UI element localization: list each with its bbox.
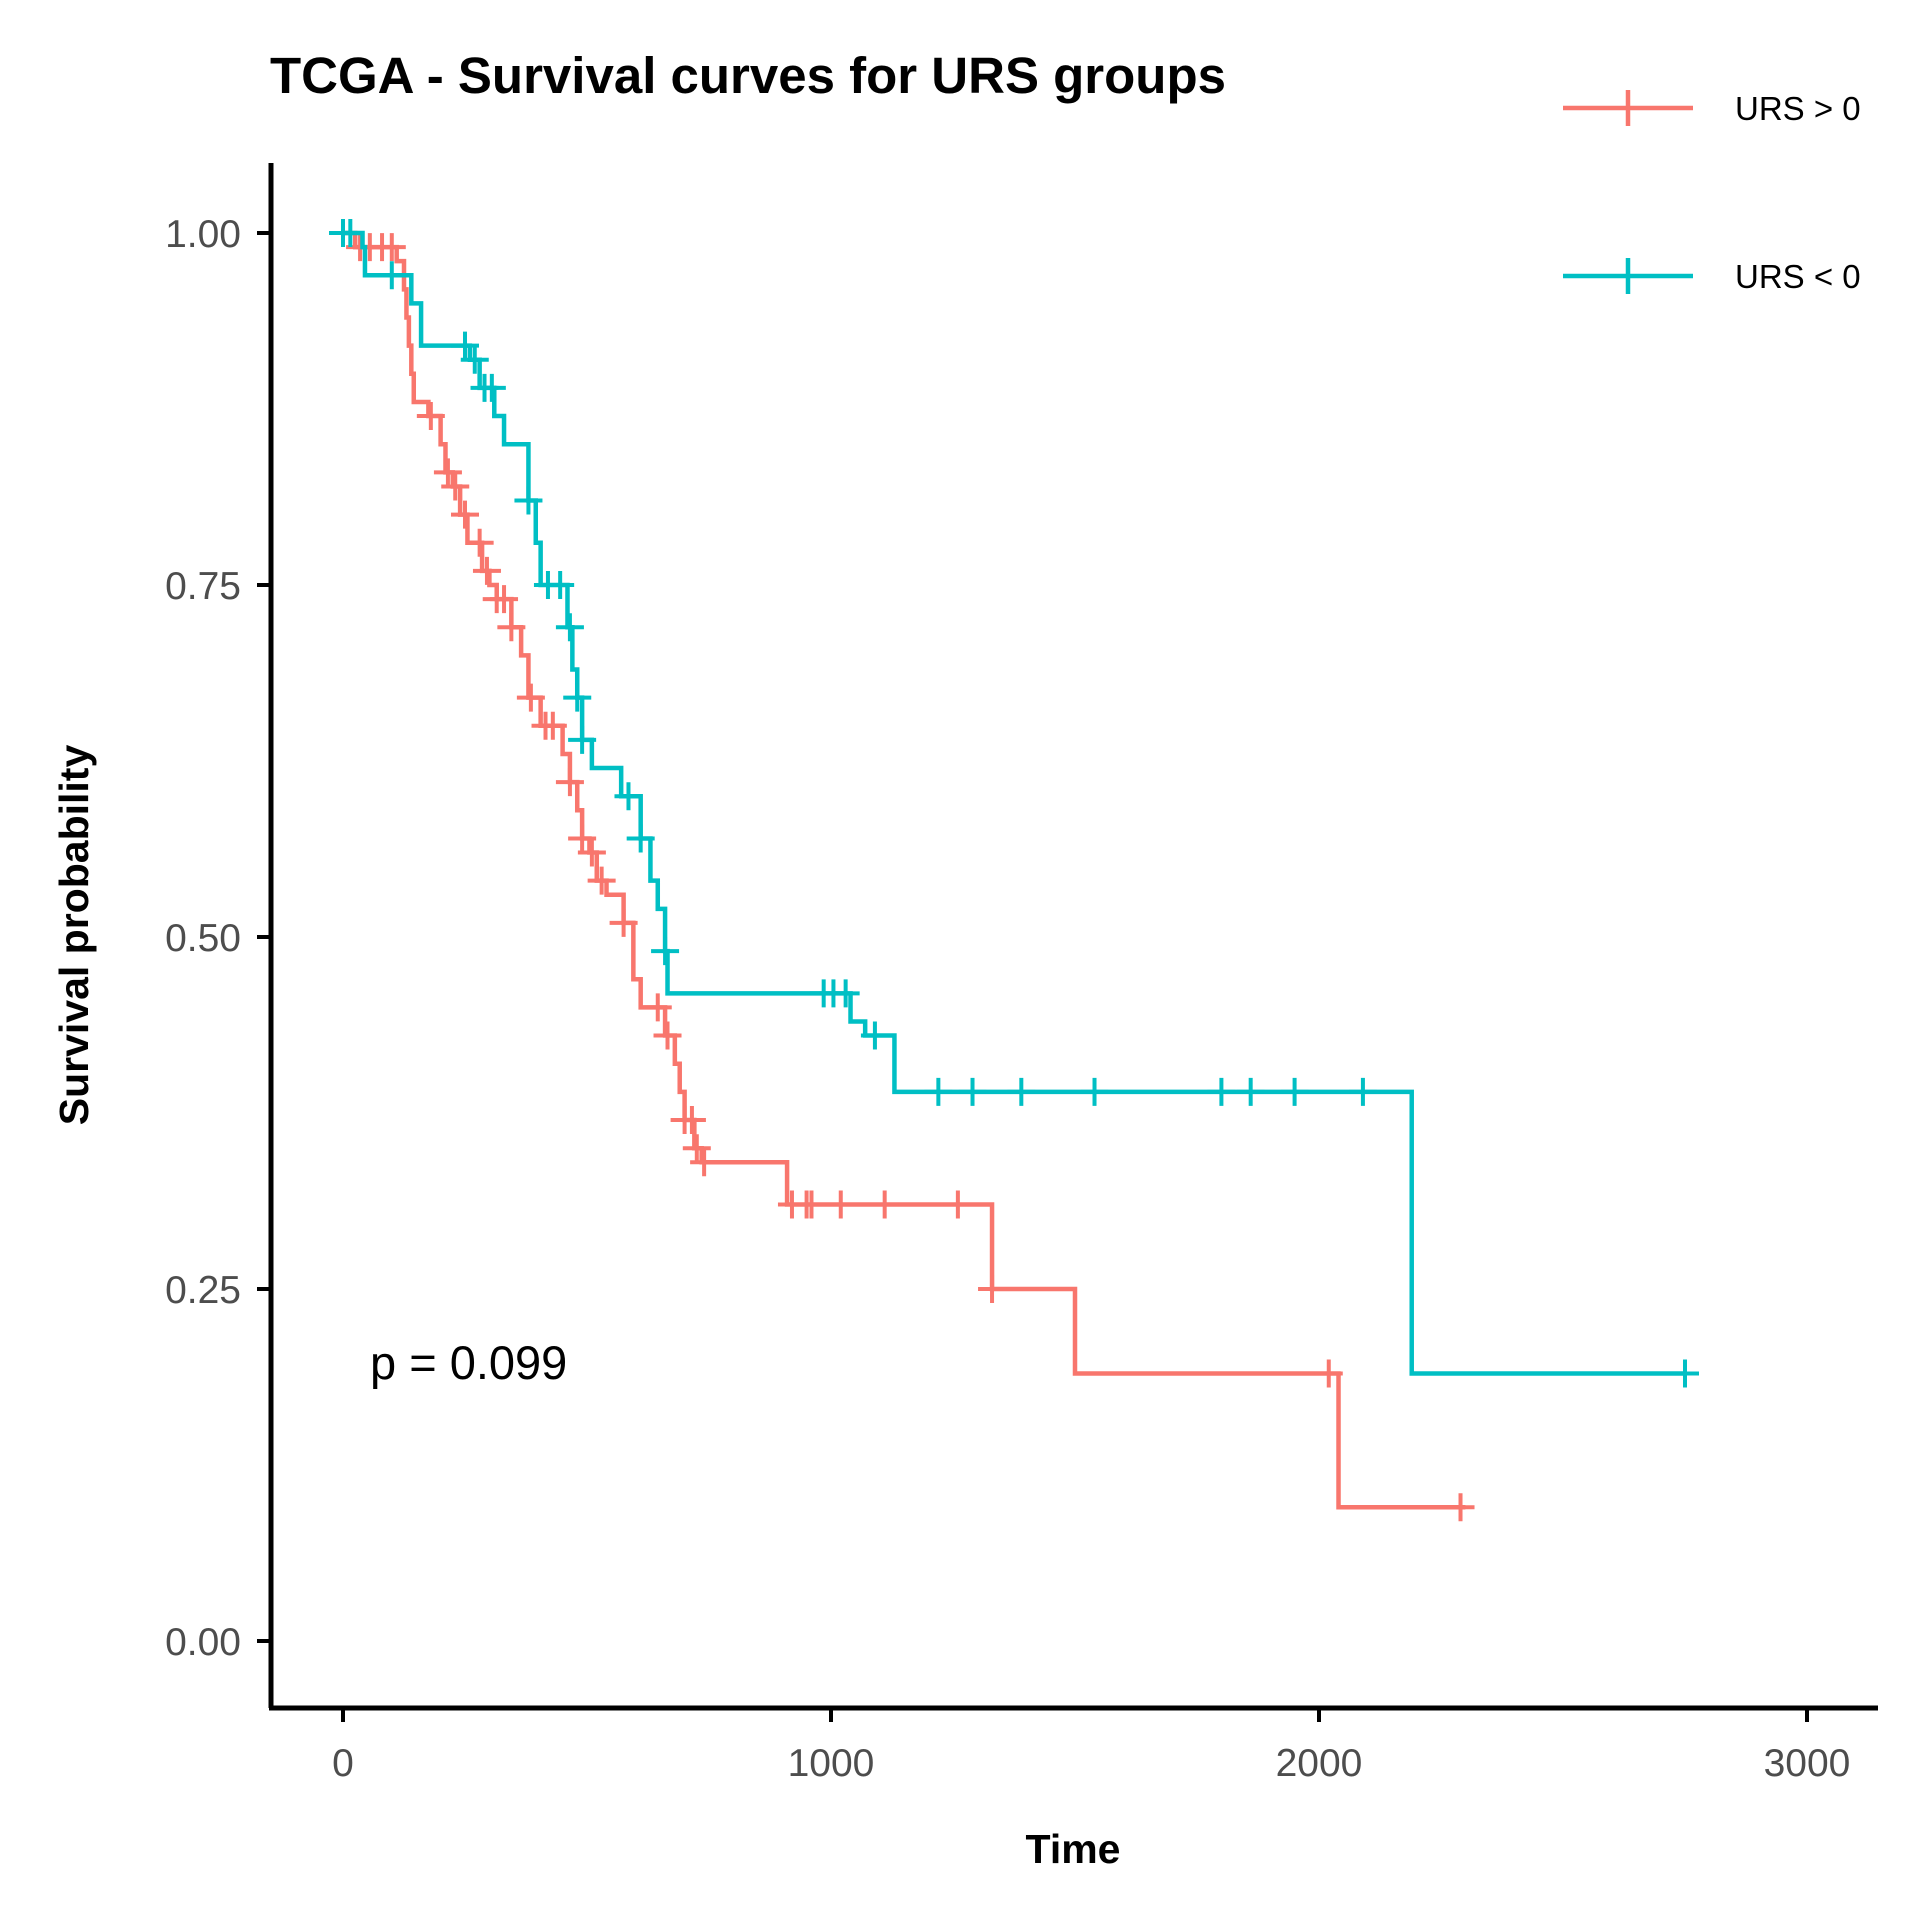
urs-negative-censor-mark: [1280, 1077, 1309, 1106]
urs-negative-censor-mark: [568, 725, 597, 754]
y-tick-label: 1.00: [165, 213, 241, 256]
urs-negative-censor-mark: [651, 937, 680, 966]
urs-negative-censor-mark: [1236, 1077, 1265, 1106]
urs-negative-censor-mark: [1207, 1077, 1236, 1106]
urs-negative-censor-mark: [546, 571, 575, 599]
y-tick-label: 0.75: [165, 565, 241, 608]
urs-positive-censor-mark: [497, 613, 526, 642]
urs-positive-censor-mark: [643, 993, 672, 1022]
urs-negative-censor-mark: [860, 1021, 889, 1050]
urs-positive-censor-mark: [472, 556, 501, 585]
urs-negative-censor-mark: [831, 979, 860, 1008]
urs-positive-censor-mark: [433, 458, 462, 487]
urs-positive-censor-mark: [870, 1190, 899, 1219]
urs-negative-censor-mark: [377, 261, 406, 290]
urs-negative-censor-mark: [1007, 1077, 1036, 1106]
urs-positive-censor-mark: [677, 1106, 706, 1135]
urs-positive-censor-mark: [682, 1134, 711, 1163]
axes: 0.00 0.25 0.50 0.75 1.00 0 1000 2000 3000: [165, 163, 1878, 1785]
urs-positive-censor-mark: [826, 1190, 855, 1219]
urs-positive-censor-mark: [653, 1021, 682, 1050]
urs-positive-censor-mark: [943, 1190, 972, 1219]
urs-negative-censor-mark: [477, 373, 506, 402]
urs-negative-censor-mark: [451, 331, 479, 360]
urs-positive-censor-mark: [555, 768, 584, 797]
urs-positive-censor-mark: [1446, 1493, 1475, 1522]
urs-negative-censor-mark: [336, 219, 365, 247]
urs-negative-censor-mark: [924, 1077, 953, 1106]
urs-positive-censor-mark: [516, 683, 545, 712]
urs-positive-censor-mark: [490, 585, 519, 614]
urs-positive-censor-mark: [978, 1275, 1007, 1303]
y-axis-title: Survival probability: [51, 745, 97, 1126]
urs-negative-censor-mark: [958, 1077, 987, 1106]
plot-area: [329, 219, 1699, 1522]
legend-item-urs-negative: URS < 0: [1563, 258, 1861, 295]
legend: URS > 0 URS < 0: [1563, 90, 1861, 295]
urs-positive-censor-mark: [609, 908, 638, 937]
urs-positive-censor-mark: [587, 866, 616, 895]
urs-positive-censor-mark: [568, 824, 597, 853]
urs-positive-censor-mark: [441, 472, 470, 501]
x-tick-label: 0: [332, 1742, 354, 1785]
urs-negative-censor-mark: [614, 782, 643, 811]
urs-negative-censor-mark: [626, 824, 655, 853]
urs-positive-censor-mark: [377, 233, 406, 262]
urs-positive-censor-mark: [451, 500, 479, 529]
urs-negative-censor-mark: [1080, 1077, 1109, 1106]
y-tick-label: 0.50: [165, 917, 241, 960]
x-tick-label: 3000: [1764, 1742, 1851, 1785]
x-tick-label: 1000: [788, 1742, 875, 1785]
urs-negative-survival-line: [343, 230, 1685, 1376]
urs-positive-censor-mark: [797, 1190, 826, 1219]
urs-positive-censor-mark: [538, 711, 567, 740]
urs-negative-censor-mark: [1671, 1359, 1699, 1388]
urs-positive-censor-mark: [577, 838, 606, 867]
y-tick-label: 0.00: [165, 1621, 241, 1664]
urs-negative-censor-mark: [514, 486, 543, 515]
y-tick-label: 0.25: [165, 1269, 241, 1312]
urs-positive-censor-mark: [416, 402, 445, 431]
urs-negative-censor-mark: [460, 345, 489, 374]
x-axis-title: Time: [1026, 1826, 1121, 1872]
urs-negative-censor-mark: [555, 613, 584, 642]
legend-item-urs-positive: URS > 0: [1563, 90, 1861, 127]
chart-title: TCGA - Survival curves for URS groups: [270, 47, 1226, 104]
x-tick-label: 2000: [1276, 1742, 1363, 1785]
legend-label: URS < 0: [1735, 258, 1861, 295]
urs-negative-censor-mark: [563, 683, 592, 712]
urs-positive-censor-mark: [465, 528, 494, 557]
p-value-annotation: p = 0.099: [370, 1336, 567, 1389]
urs-negative-censor-mark: [1348, 1077, 1377, 1106]
urs-positive-survival-line: [343, 230, 1466, 1510]
urs-positive-censor-mark: [1314, 1359, 1343, 1388]
legend-label: URS > 0: [1735, 90, 1861, 127]
urs-positive-censor-mark: [690, 1148, 719, 1177]
